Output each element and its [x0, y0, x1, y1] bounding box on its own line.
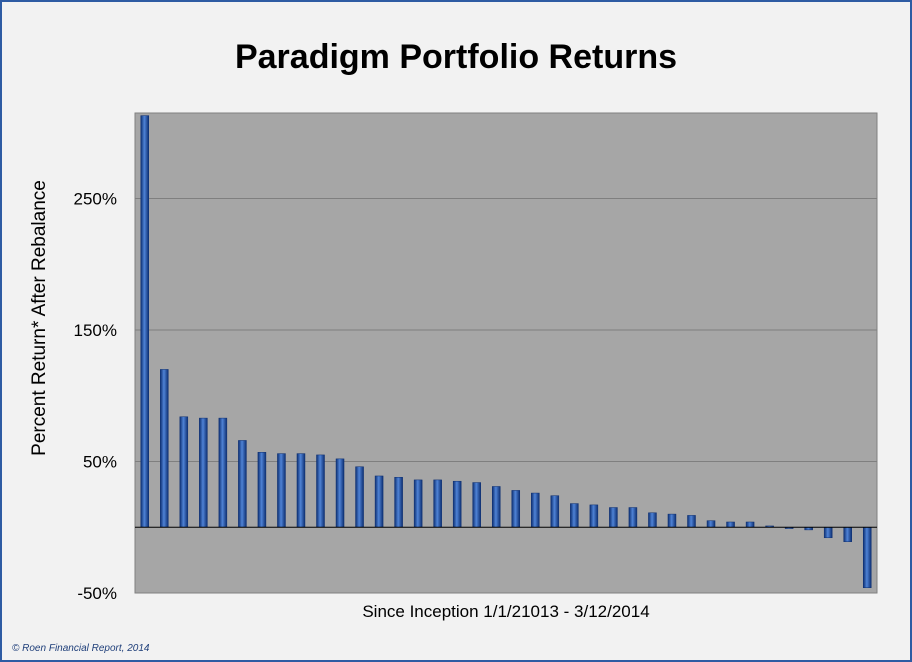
bar: [413, 479, 423, 528]
bar: [862, 526, 872, 588]
bar: [472, 482, 481, 528]
bar: [316, 454, 325, 528]
bar: [667, 513, 677, 528]
bar: [745, 521, 755, 528]
bar: [823, 526, 833, 539]
bar: [609, 507, 618, 528]
bar: [179, 416, 189, 528]
bar: [452, 480, 462, 528]
bar: [394, 477, 403, 528]
bar: [296, 453, 306, 528]
bar: [648, 512, 657, 528]
bar: [706, 520, 716, 528]
bar: [335, 458, 345, 528]
bar: [277, 453, 286, 528]
bar: [238, 440, 247, 528]
bar: [140, 115, 150, 528]
bar: [589, 504, 599, 528]
chart-title: Paradigm Portfolio Returns: [234, 38, 678, 76]
y-tick-label: 150%: [74, 321, 117, 340]
bar: [531, 492, 540, 528]
bar: [570, 503, 579, 528]
bar: [433, 479, 442, 528]
bar: [687, 515, 696, 528]
bar: [843, 526, 852, 542]
bar: [628, 507, 638, 528]
bar: [550, 495, 560, 528]
bar: [218, 417, 228, 528]
copyright-credit: © Roen Financial Report, 2014: [12, 643, 150, 654]
bar: [374, 475, 384, 528]
y-tick-label: -50%: [77, 584, 117, 603]
bar: [726, 521, 735, 528]
bar: [355, 466, 364, 528]
y-tick-label: 250%: [74, 189, 117, 208]
bar: [199, 417, 208, 528]
bar: [491, 486, 501, 528]
bar: [511, 490, 521, 528]
bar: [160, 369, 169, 528]
x-axis-label: Since Inception 1/1/21013 - 3/12/2014: [362, 602, 650, 621]
y-tick-label: 50%: [83, 452, 117, 471]
bar: [257, 452, 267, 528]
